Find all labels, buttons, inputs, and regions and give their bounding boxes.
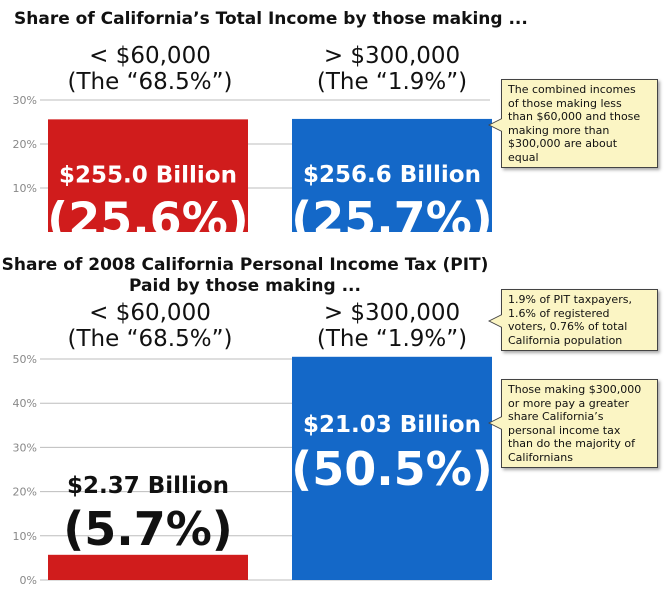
callout-income-equal-line: of those making less — [508, 96, 622, 110]
callout-income-equal-line: making more than — [508, 123, 610, 137]
callout-pit-taxpayers: 1.9% of PIT taxpayers, 1.6% of registere… — [488, 289, 658, 351]
chart2-amount-label: $2.37 Billion — [67, 473, 229, 499]
chart2-title-line2: Paid by those making ... — [129, 276, 361, 296]
callout-pit-taxpayers-line: California population — [508, 333, 623, 347]
callout-pointer-fill — [490, 417, 502, 429]
chart2-y-tick-label: 0% — [20, 574, 37, 587]
chart2-category-high: > $300,000 (The “1.9%”) — [262, 300, 522, 352]
chart1-percent-label: (25.6%) — [47, 192, 249, 240]
chart1-plot: 10% 20% 30% $255.0 Billion (25.6%) $256.6 Bil… — [13, 94, 493, 240]
chart2-amount-label: $21.03 Billion — [303, 412, 481, 438]
chart2-title: Share of 2008 California Personal Income… — [0, 255, 490, 297]
callout-greater-share-line: personal income tax — [508, 423, 621, 437]
chart2-percent-label: (5.7%) — [63, 502, 233, 556]
chart1-title: Share of California’s Total Income by th… — [14, 9, 528, 29]
chart2-category-high-line1: > $300,000 — [323, 300, 461, 326]
chart1-y-tick-label: 20% — [13, 138, 37, 151]
chart1-category-low-line2: (The “68.5%”) — [67, 69, 233, 95]
chart1-bar — [48, 119, 248, 232]
callout-pit-taxpayers-line: 1.9% of PIT taxpayers, — [508, 293, 632, 306]
chart2-bar — [48, 554, 248, 580]
callout-income-equal-line: The combined incomes — [508, 83, 636, 96]
callout-income-equal-line: $300,000 are about — [508, 137, 618, 150]
chart2-category-high-line2: (The “1.9%”) — [316, 326, 468, 352]
chart2-plot: 0% 10% 20% 30% 40% 50% $2.37 Billion (5.7%) $21.… — [13, 353, 493, 587]
callout-greater-share-line: Those making $300,000 — [508, 383, 642, 396]
callout-income-equal: The combined incomes of those making les… — [488, 79, 658, 168]
chart1-y-tick-label: 10% — [13, 182, 37, 195]
chart2-y-tick-label: 40% — [13, 397, 37, 410]
callout-income-equal-line: than $60,000 and those — [508, 110, 641, 123]
chart1-amount-label: $256.6 Billion — [303, 162, 481, 188]
chart2-y-tick-label: 10% — [13, 530, 37, 543]
callout-greater-share-line: or more pay a greater — [508, 396, 630, 410]
chart2-y-tick-label: 50% — [13, 353, 37, 366]
callout-greater-share: Those making $300,000 or more pay a grea… — [488, 379, 658, 468]
callout-pointer-fill — [490, 315, 502, 327]
chart2-percent-label: (50.5%) — [291, 442, 493, 496]
chart1-percent-label: (25.7%) — [291, 192, 493, 240]
chart2-category-low-line2: (The “68.5%”) — [67, 326, 233, 352]
chart1-amount-label: $255.0 Billion — [59, 162, 237, 188]
callout-pit-taxpayers-line: voters, 0.76% of total — [508, 320, 628, 333]
chart2-category-low-line1: < $60,000 — [89, 300, 211, 326]
chart2-y-tick-label: 30% — [13, 441, 37, 454]
callout-pit-taxpayers-line: 1.6% of registered — [508, 306, 610, 320]
chart1-category-high-line2: (The “1.9%”) — [316, 69, 468, 95]
callout-greater-share-line: share California’s — [508, 410, 604, 423]
chart1-y-tick-label: 30% — [13, 94, 37, 107]
callout-greater-share-line: Californians — [508, 450, 573, 464]
callout-pointer-fill — [490, 119, 502, 131]
chart2-category-low: < $60,000 (The “68.5%”) — [20, 300, 280, 352]
chart2-title-line1: Share of 2008 California Personal Income… — [1, 255, 489, 275]
chart1-category-high-line1: > $300,000 — [323, 43, 461, 69]
callout-income-equal-line: equal — [508, 150, 539, 164]
chart1-category-low-line1: < $60,000 — [89, 43, 211, 69]
callout-greater-share-line: than do the majority of — [508, 437, 635, 450]
chart1-bar — [292, 118, 492, 232]
chart2-bar — [292, 356, 492, 580]
chart1-category-low: < $60,000 (The “68.5%”) — [20, 43, 280, 95]
chart2-y-tick-label: 20% — [13, 486, 37, 499]
chart1-category-high: > $300,000 (The “1.9%”) — [262, 43, 522, 95]
